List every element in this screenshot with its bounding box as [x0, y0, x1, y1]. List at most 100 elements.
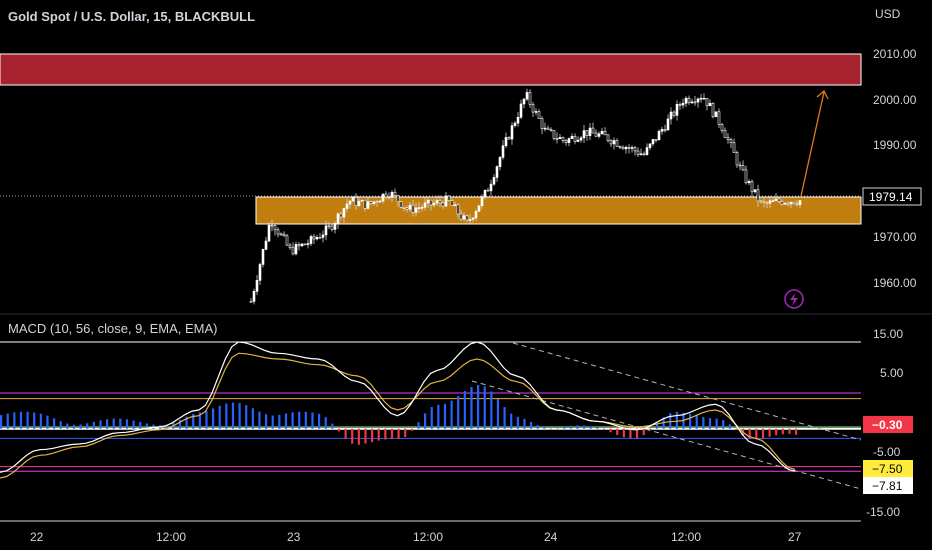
candle-body — [402, 206, 406, 209]
candle-body — [495, 166, 499, 178]
candle-body — [729, 139, 733, 144]
lightning-icon[interactable] — [784, 289, 804, 309]
candle-body — [519, 103, 523, 118]
candle-body — [756, 189, 760, 202]
candle-body — [531, 104, 535, 113]
candle-body — [480, 196, 484, 206]
macd-hist-bar — [291, 412, 294, 429]
candle-body — [435, 200, 439, 204]
time-label: 22 — [30, 530, 44, 544]
macd-hist-bar — [563, 426, 566, 429]
candle-body — [390, 191, 394, 198]
candle-body — [591, 127, 595, 134]
candle-body — [654, 139, 658, 141]
macd-hist-bar — [636, 428, 639, 438]
macd-hist-bar — [404, 428, 407, 438]
candle-body — [441, 202, 445, 207]
time-axis[interactable]: 22 12:00 23 12:00 24 12:00 27 — [30, 530, 802, 544]
macd-hist-bar — [53, 418, 56, 429]
candle-body — [774, 198, 778, 201]
current-price-label: 1979.14 — [869, 190, 913, 204]
candle-body — [447, 195, 451, 201]
candle-body — [459, 213, 463, 220]
macd-hist-bar — [278, 414, 281, 429]
candle-body — [732, 142, 736, 153]
macd-hist-bar — [609, 428, 612, 433]
candle-body — [522, 98, 526, 105]
macd-hist-bar — [311, 412, 314, 429]
macd-tick: -5.00 — [873, 445, 901, 459]
candle-body — [720, 124, 724, 131]
candle-body — [678, 104, 682, 106]
macd-hist-bar — [66, 423, 69, 429]
candle-body — [372, 201, 376, 205]
macd-hist-bar — [106, 419, 109, 429]
candle-body — [291, 247, 295, 255]
macd-hist-bar — [788, 428, 791, 435]
candle-body — [651, 139, 655, 145]
macd-hist-bar — [377, 428, 380, 441]
time-label: 12:00 — [156, 530, 186, 544]
candle-body — [714, 111, 718, 118]
candle-body — [306, 243, 310, 245]
candle-body — [579, 137, 583, 141]
macd-hist-bar — [496, 399, 500, 429]
price-axis[interactable]: 2010.00 2000.00 1990.00 1970.00 1960.00 … — [862, 47, 922, 290]
candle-body — [345, 203, 349, 209]
macd-hist-bar — [390, 428, 394, 439]
chart-title: Gold Spot / U.S. Dollar, 15, BLACKBULL — [8, 9, 255, 24]
macd-hist-bar — [576, 425, 579, 429]
macd-hist-bar — [318, 413, 321, 429]
macd-hist-bar — [371, 428, 374, 443]
candle-body — [618, 146, 622, 148]
candle-body — [282, 233, 286, 237]
forecast-arrow — [800, 91, 825, 197]
macd-hist-bar — [642, 428, 645, 436]
candle-body — [798, 200, 802, 205]
candle-body — [387, 196, 391, 199]
candle-body — [411, 204, 415, 213]
macd-hist-bar — [238, 403, 241, 429]
macd-hist-bar — [589, 426, 592, 429]
candle-body — [450, 200, 454, 206]
candle-body — [552, 130, 556, 139]
candle-body — [474, 211, 478, 219]
macd-hist-bar — [251, 408, 254, 429]
candle-body — [312, 236, 316, 240]
candle-body — [315, 237, 319, 240]
candle-body — [339, 213, 343, 218]
candle-body — [453, 204, 457, 207]
macd-hist-bar — [669, 413, 672, 429]
macd-hist-bar — [417, 422, 420, 429]
macd-hist-bar — [722, 420, 725, 429]
macd-title: MACD (10, 56, close, 9, EMA, EMA) — [8, 321, 218, 336]
price-tick: 1960.00 — [873, 276, 917, 290]
candle-body — [303, 243, 307, 246]
candle-body — [675, 104, 679, 116]
macd-hist-bar — [364, 428, 367, 444]
candle-body — [606, 134, 610, 141]
candle-body — [276, 229, 280, 235]
candle-body — [690, 101, 694, 104]
candle-body — [426, 199, 430, 204]
macd-hist-bar — [655, 423, 659, 429]
macd-axis[interactable]: 15.00 5.00 -5.00 -15.00 −0.30 −7.50 −7.8… — [863, 327, 913, 519]
candle-body — [684, 97, 688, 104]
candle-body — [486, 189, 490, 192]
macd-hist-bar — [450, 400, 453, 429]
candle-body — [252, 291, 256, 302]
macd-hist-bar — [503, 407, 506, 429]
candle-body — [432, 202, 436, 206]
candle-body — [504, 137, 508, 147]
candle-body — [750, 181, 754, 193]
currency-label: USD — [875, 7, 901, 21]
candle-body — [249, 301, 253, 303]
candle-body — [489, 183, 493, 192]
candle-body — [456, 204, 460, 215]
candle-body — [420, 207, 424, 209]
macd-hist-bar — [728, 424, 731, 429]
macd-badge-hist-text: −0.30 — [872, 418, 903, 432]
candle-body — [429, 199, 433, 206]
macd-badge-macd — [863, 477, 913, 494]
macd-hist-bar — [556, 428, 559, 429]
